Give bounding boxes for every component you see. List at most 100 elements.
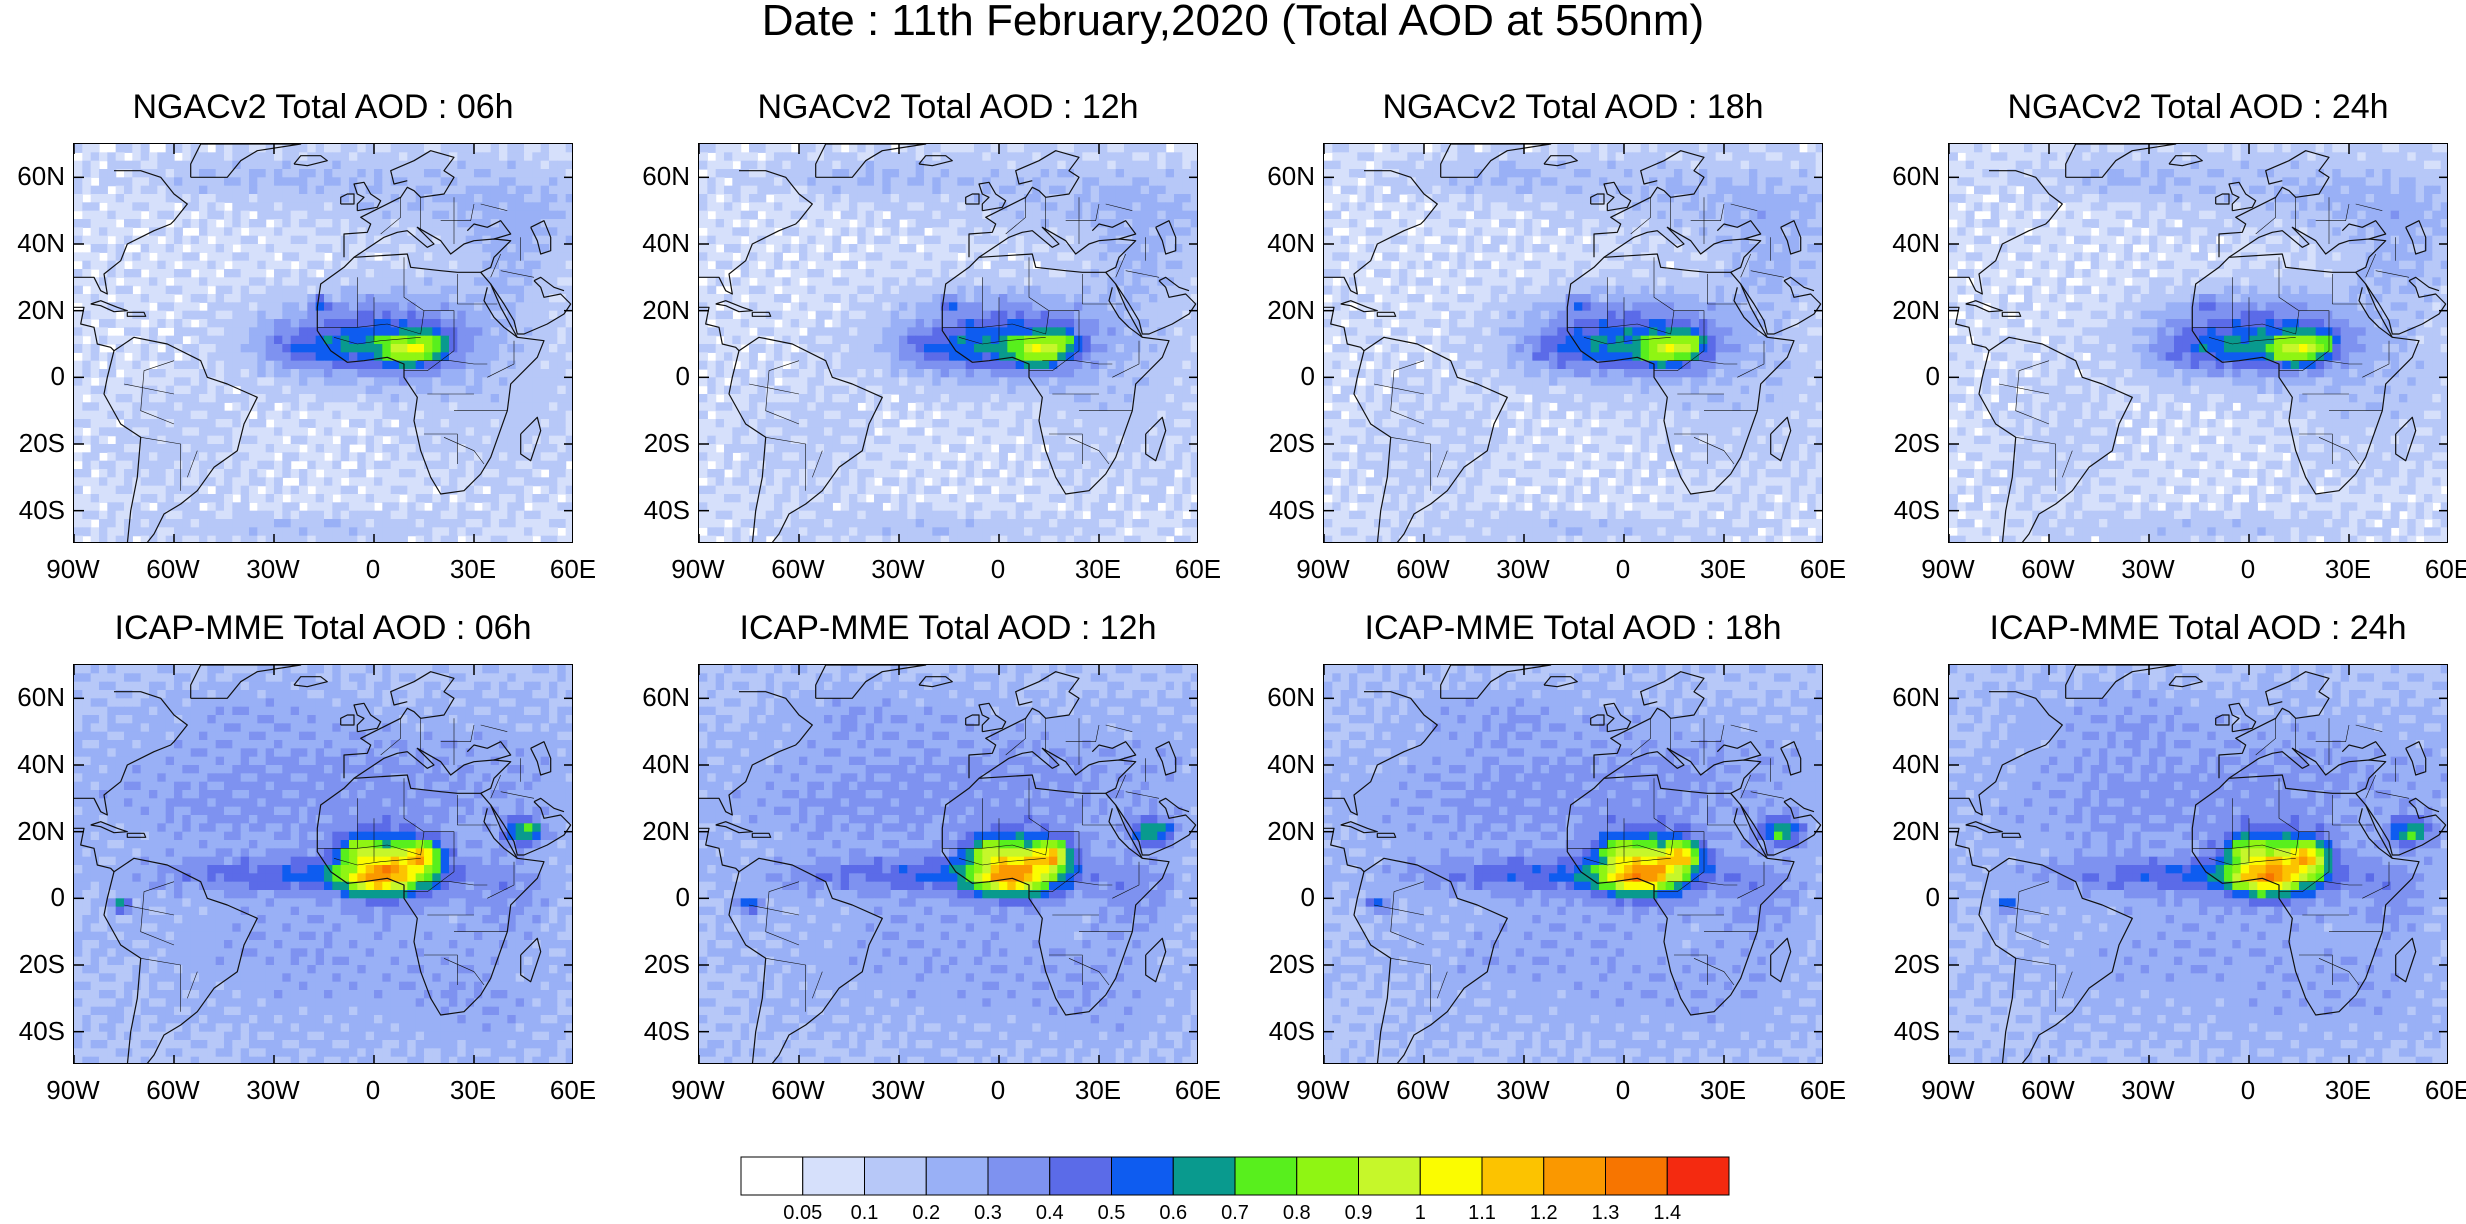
aod-cell — [441, 386, 450, 395]
aod-cell — [207, 427, 216, 436]
aod-cell — [349, 227, 358, 236]
aod-cell — [1057, 186, 1066, 195]
aod-cell — [257, 211, 266, 220]
aod-cell — [957, 377, 966, 386]
aod-cell — [282, 161, 291, 170]
aod-cell — [199, 327, 208, 336]
aod-cell — [257, 527, 266, 536]
aod-cell — [82, 361, 91, 370]
aod-cell — [466, 352, 475, 361]
aod-cell — [357, 152, 366, 161]
aod-cell — [932, 244, 941, 253]
aod-cell — [1174, 252, 1183, 261]
aod-cell — [207, 419, 216, 428]
aod-cell — [357, 302, 366, 311]
aod-cell — [282, 244, 291, 253]
aod-cell — [299, 361, 308, 370]
aod-cell — [299, 511, 308, 520]
aod-cell — [1166, 411, 1175, 420]
aod-cell — [157, 361, 166, 370]
aod-cell — [482, 536, 491, 543]
aod-cell — [99, 352, 108, 361]
aod-cell — [1116, 194, 1125, 203]
aod-cell — [891, 236, 900, 245]
aod-cell — [1032, 211, 1041, 220]
aod-cell — [999, 261, 1008, 270]
aod-cell — [299, 419, 308, 428]
aod-cell — [949, 411, 958, 420]
aod-cell — [782, 211, 791, 220]
aod-cell — [941, 344, 950, 353]
aod-cell — [999, 169, 1008, 178]
aod-cell — [474, 436, 483, 445]
aod-cell — [1132, 352, 1141, 361]
aod-cell — [541, 369, 550, 378]
aod-cell — [174, 361, 183, 370]
aod-cell — [199, 177, 208, 186]
aod-cell — [249, 527, 258, 536]
aod-cell — [1016, 344, 1025, 353]
aod-cell — [916, 152, 925, 161]
aod-cell — [949, 452, 958, 461]
aod-cell — [191, 311, 200, 320]
aod-cell — [249, 161, 258, 170]
aod-cell — [274, 444, 283, 453]
aod-cell — [557, 319, 566, 328]
aod-cell — [149, 286, 158, 295]
aod-cell — [316, 244, 325, 253]
aod-cell — [1091, 394, 1100, 403]
aod-cell — [399, 236, 408, 245]
aod-cell — [849, 386, 858, 395]
aod-cell — [1141, 302, 1150, 311]
aod-cell — [907, 286, 916, 295]
aod-cell — [374, 519, 383, 528]
aod-cell — [907, 361, 916, 370]
aod-cell — [491, 177, 500, 186]
aod-cell — [549, 361, 558, 370]
aod-cell — [99, 177, 108, 186]
aod-cell — [1024, 311, 1033, 320]
aod-cell — [724, 261, 733, 270]
aod-cell — [999, 244, 1008, 253]
aod-cell — [741, 327, 750, 336]
aod-cell — [366, 294, 375, 303]
aod-cell — [216, 302, 225, 311]
aod-cell — [966, 161, 975, 170]
aod-cell — [841, 302, 850, 311]
aod-cell — [882, 436, 891, 445]
aod-cell — [457, 427, 466, 436]
aod-cell — [991, 419, 1000, 428]
aod-cell — [407, 177, 416, 186]
aod-cell — [824, 236, 833, 245]
aod-cell — [866, 319, 875, 328]
aod-cell — [741, 427, 750, 436]
aod-cell — [707, 427, 716, 436]
aod-cell — [457, 527, 466, 536]
aod-cell — [1049, 277, 1058, 286]
aod-cell — [491, 352, 500, 361]
aod-cell — [232, 536, 241, 543]
aod-cell — [541, 361, 550, 370]
aod-cell — [741, 361, 750, 370]
aod-cell — [757, 286, 766, 295]
aod-cell — [991, 261, 1000, 270]
aod-cell — [291, 169, 300, 178]
aod-cell — [107, 494, 116, 503]
aod-cell — [766, 186, 775, 195]
aod-cell — [999, 269, 1008, 278]
aod-cell — [916, 294, 925, 303]
aod-cell — [832, 169, 841, 178]
aod-cell — [141, 527, 150, 536]
aod-cell — [349, 411, 358, 420]
aod-cell — [241, 436, 250, 445]
aod-cell — [974, 377, 983, 386]
aod-cell — [749, 194, 758, 203]
aod-cell — [774, 219, 783, 228]
aod-cell — [74, 161, 83, 170]
aod-cell — [141, 152, 150, 161]
aod-cell — [474, 319, 483, 328]
aod-cell — [474, 369, 483, 378]
aod-cell — [507, 144, 516, 153]
aod-cell — [566, 336, 573, 345]
aod-cell — [432, 319, 441, 328]
